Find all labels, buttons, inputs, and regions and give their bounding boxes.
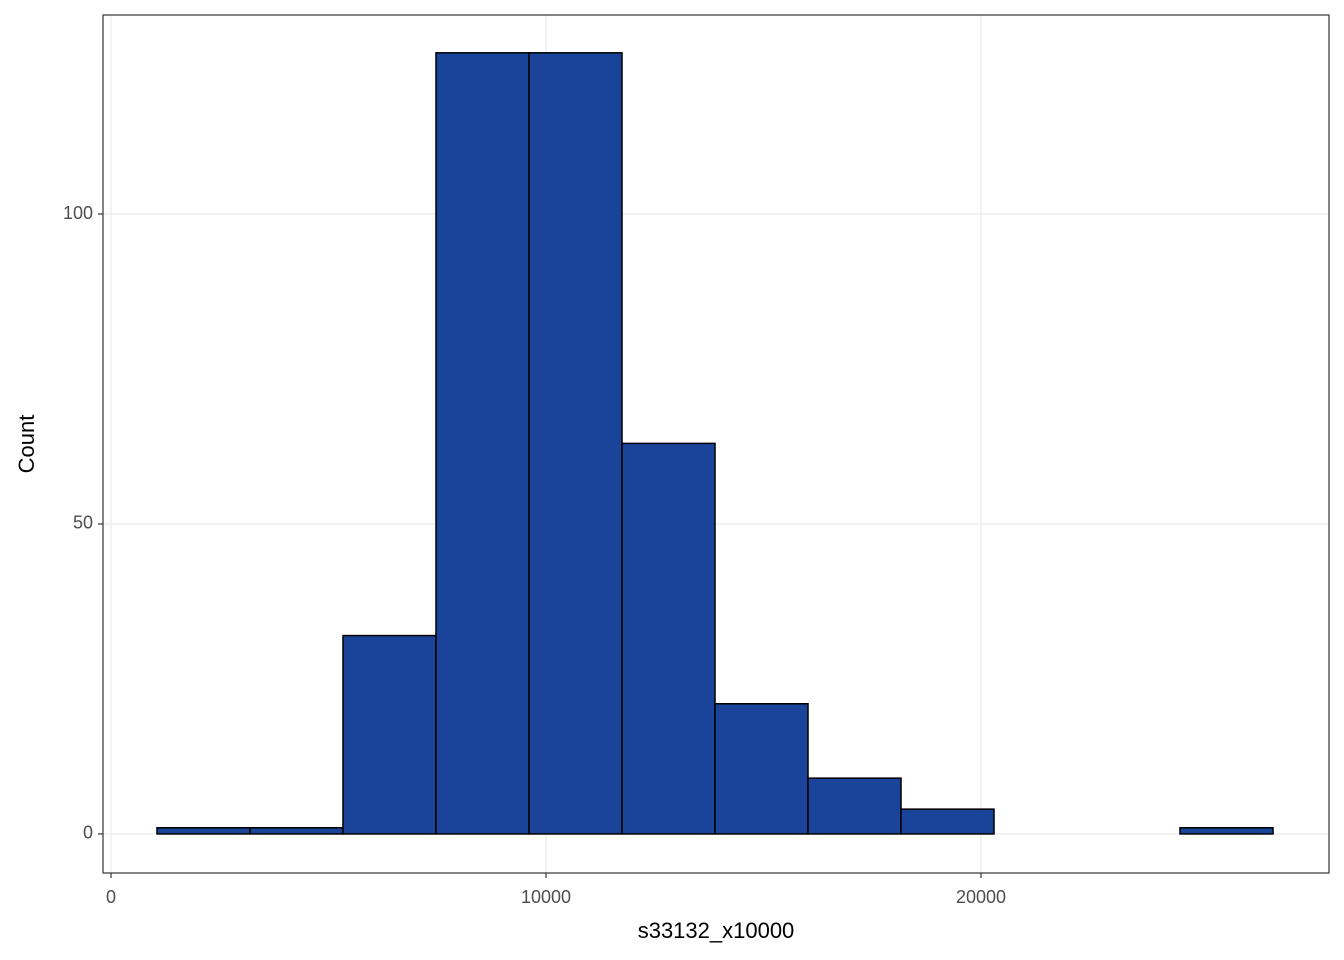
y-tick-label: 100 xyxy=(63,203,93,223)
bar xyxy=(807,777,902,835)
bar xyxy=(156,826,251,835)
bar xyxy=(900,808,995,835)
y-axis-title: Count xyxy=(14,415,39,474)
bar xyxy=(528,52,623,835)
panel-border xyxy=(102,14,1330,874)
bar xyxy=(1179,826,1274,835)
x-tick-label: 0 xyxy=(106,887,116,907)
bar xyxy=(342,634,437,835)
bar xyxy=(435,52,530,835)
y-tick-label: 0 xyxy=(83,823,93,843)
y-tick-label: 50 xyxy=(73,513,93,533)
bar xyxy=(249,826,344,835)
x-tick-label: 20000 xyxy=(956,887,1006,907)
bar xyxy=(714,703,809,835)
x-tick-label: 10000 xyxy=(521,887,571,907)
x-axis-title: s33132_x10000 xyxy=(638,918,795,943)
bar xyxy=(621,442,716,835)
